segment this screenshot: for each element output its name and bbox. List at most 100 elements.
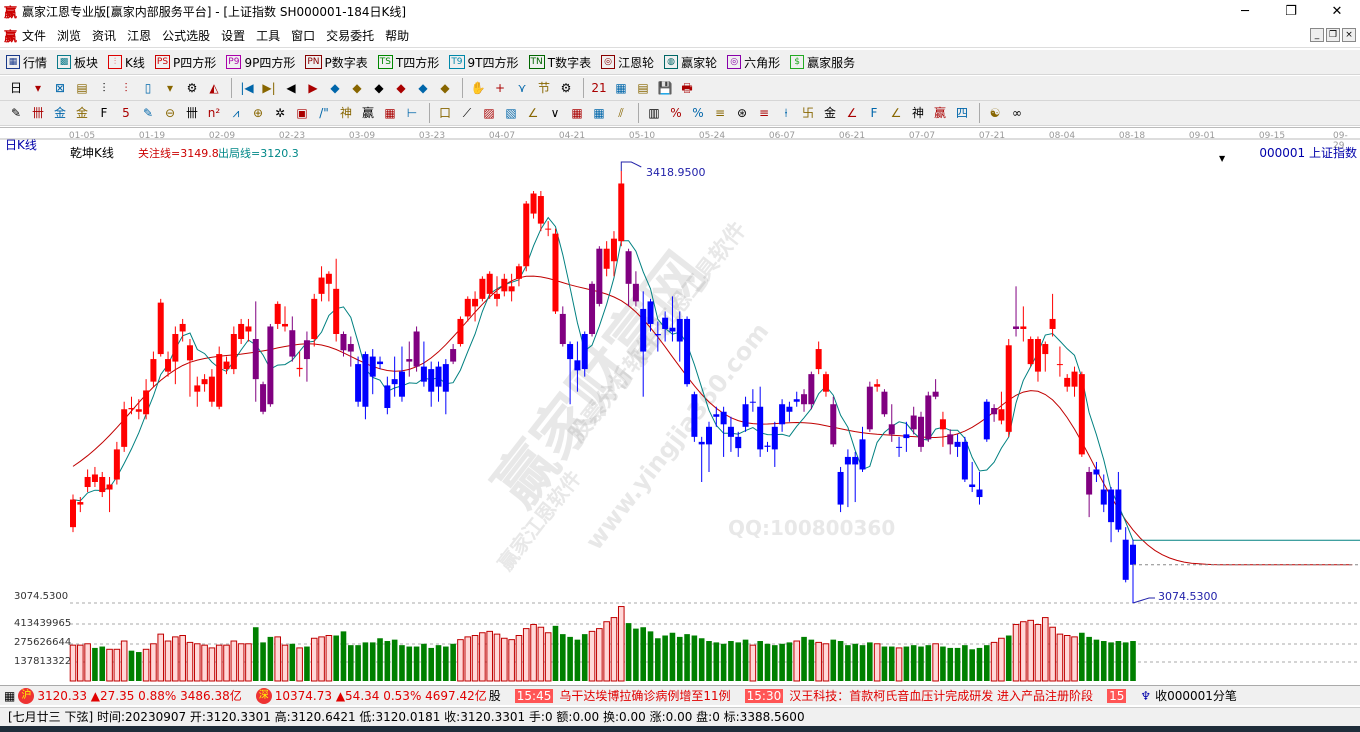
toolbar2-icon-25[interactable]: 21	[591, 81, 607, 95]
toolbar3-icon-26[interactable]: ▦	[593, 106, 605, 120]
toolbar3-icon-11[interactable]: ⊕	[252, 106, 264, 120]
toolbar2-icon-6[interactable]: ▯	[144, 81, 152, 95]
toolbar2-icon-4[interactable]: ⫶	[102, 81, 106, 95]
menu-item-3[interactable]: 江恩	[127, 29, 152, 43]
toolbar2-icon-21[interactable]: +	[494, 81, 506, 95]
toolbar3-icon-4[interactable]: F	[100, 106, 108, 120]
news-item-1[interactable]: 乌干达埃博拉确诊病例增至11例	[559, 689, 731, 703]
toolbar3-icon-7[interactable]: ⊖	[164, 106, 176, 120]
maximize-button[interactable]: ❐	[1285, 3, 1297, 19]
menu-item-4[interactable]: 公式选股	[162, 29, 211, 43]
toolbar2-icon-1[interactable]: ▾	[34, 81, 42, 95]
period-label[interactable]: 日K线	[5, 138, 37, 152]
toolbar-button-2[interactable]: ⫶ K线	[108, 54, 145, 71]
toolbar2-icon-12[interactable]: ◀	[286, 81, 296, 95]
toolbar3-icon-35[interactable]: 卐	[801, 106, 814, 120]
toolbar2-icon-9[interactable]: ◭	[209, 81, 219, 95]
toolbar3-icon-18[interactable]: ⊢	[406, 106, 418, 120]
toolbar3-icon-34[interactable]: ⍿	[784, 106, 788, 120]
toolbar-button-3[interactable]: PS P四方形	[154, 54, 216, 71]
toolbar3-icon-33[interactable]: ≡	[758, 106, 770, 120]
toolbar-button-1[interactable]: ▩ 板块	[57, 54, 98, 71]
menu-item-0[interactable]: 文件	[22, 29, 47, 43]
toolbar3-icon-20[interactable]: ⟋	[462, 106, 472, 120]
toolbar3-icon-29[interactable]: %	[670, 106, 682, 120]
kline-chart[interactable]: 01-05 01-19 02-09 02-23 03-09 03-23 04-07 04-21…	[0, 127, 1360, 683]
toolbar2-icon-8[interactable]: ⚙	[186, 81, 198, 95]
toolbar2-icon-23[interactable]: 节	[537, 81, 550, 95]
toolbar-button-10[interactable]: ◍ 赢家轮	[664, 54, 717, 71]
toolbar3-icon-0[interactable]: ✎	[10, 106, 22, 120]
dropdown-arrow-icon[interactable]: ▼	[1219, 154, 1226, 163]
menu-item-7[interactable]: 窗口	[291, 29, 316, 43]
toolbar-button-5[interactable]: PN P数字表	[305, 54, 368, 71]
toolbar3-icon-44[interactable]: ∞	[1012, 106, 1022, 120]
menu-item-5[interactable]: 设置	[221, 29, 246, 43]
toolbar-button-4[interactable]: P9 9P四方形	[226, 54, 295, 71]
toolbar3-icon-24[interactable]: ∨	[550, 106, 560, 120]
toolbar3-icon-30[interactable]: %	[692, 106, 704, 120]
toolbar3-icon-10[interactable]: ⩘	[232, 106, 240, 120]
toolbar3-icon-39[interactable]: ∠	[890, 106, 902, 120]
toolbar-button-12[interactable]: $ 赢家服务	[790, 54, 855, 71]
toolbar3-icon-19[interactable]: 口	[438, 106, 451, 120]
toolbar3-icon-12[interactable]: ✲	[274, 106, 286, 120]
toolbar2-icon-16[interactable]: ◆	[374, 81, 384, 95]
toolbar2-icon-5[interactable]: ⫶	[124, 81, 128, 95]
toolbar2-icon-17[interactable]: ◆	[396, 81, 406, 95]
toolbar3-icon-17[interactable]: ▦	[384, 106, 396, 120]
toolbar2-icon-27[interactable]: ▤	[637, 81, 649, 95]
toolbar3-icon-25[interactable]: ▦	[571, 106, 583, 120]
toolbar3-icon-27[interactable]: ⫽	[618, 106, 624, 120]
toolbar3-icon-13[interactable]: ▣	[296, 106, 308, 120]
toolbar3-icon-8[interactable]: 卌	[185, 106, 198, 120]
toolbar2-icon-29[interactable]: 🖶	[681, 81, 693, 95]
toolbar2-icon-11[interactable]: ▶|	[262, 81, 276, 95]
toolbar3-icon-14[interactable]: /"	[319, 106, 329, 120]
toolbar3-icon-5[interactable]: 5	[122, 106, 130, 120]
toolbar3-icon-28[interactable]: ▥	[648, 106, 660, 120]
toolbar2-icon-7[interactable]: ▾	[166, 81, 174, 95]
toolbar3-icon-38[interactable]: F	[870, 106, 878, 120]
toolbar2-icon-14[interactable]: ◆	[330, 81, 340, 95]
toolbar3-icon-23[interactable]: ∠	[527, 106, 539, 120]
toolbar3-icon-43[interactable]: ☯	[989, 106, 1001, 120]
toolbar2-icon-3[interactable]: ▤	[76, 81, 88, 95]
toolbar3-icon-15[interactable]: 神	[339, 106, 352, 120]
menu-item-2[interactable]: 资讯	[92, 29, 117, 43]
close-button[interactable]: ✕	[1331, 3, 1343, 19]
toolbar-button-0[interactable]: ▦ 行情	[6, 54, 47, 71]
toolbar3-icon-36[interactable]: 金	[823, 106, 836, 120]
toolbar2-icon-13[interactable]: ▶	[308, 81, 318, 95]
sh-quote[interactable]: 3120.33 ▲27.35 0.88% 3486.38亿	[37, 689, 242, 703]
toolbar3-icon-42[interactable]: 四	[955, 106, 968, 120]
toolbar2-icon-20[interactable]: ✋	[470, 81, 486, 95]
mdi-restore-button[interactable]: ❐	[1326, 28, 1340, 42]
toolbar3-icon-1[interactable]: 卌	[31, 106, 44, 120]
mdi-minimize-button[interactable]: _	[1310, 28, 1324, 42]
toolbar-button-7[interactable]: T9 9T四方形	[449, 54, 519, 71]
menu-item-9[interactable]: 帮助	[385, 29, 410, 43]
toolbar3-icon-3[interactable]: 金	[75, 106, 88, 120]
toolbar-button-9[interactable]: ◎ 江恩轮	[601, 54, 654, 71]
sz-quote[interactable]: 10374.73 ▲54.34 0.53% 4697.42亿	[274, 689, 487, 703]
minimize-button[interactable]: ─	[1241, 3, 1249, 19]
toolbar2-icon-24[interactable]: ⚙	[560, 81, 572, 95]
toolbar2-icon-2[interactable]: ⊠	[54, 81, 66, 95]
toolbar2-icon-10[interactable]: |◀	[240, 81, 254, 95]
tick-detail-label[interactable]: 收000001分笔	[1155, 689, 1237, 703]
toolbar2-icon-0[interactable]: 日	[9, 81, 22, 95]
toolbar-button-8[interactable]: TN T数字表	[528, 54, 591, 71]
toolbar3-icon-6[interactable]: ✎	[142, 106, 154, 120]
toolbar3-icon-31[interactable]: ≡	[714, 106, 726, 120]
toolbar2-icon-18[interactable]: ◆	[418, 81, 428, 95]
toolbar3-icon-21[interactable]: ▨	[483, 106, 495, 120]
toolbar3-icon-40[interactable]: 神	[911, 106, 924, 120]
toolbar-button-6[interactable]: TS T四方形	[377, 54, 439, 71]
toolbar-button-11[interactable]: ◎ 六角形	[727, 54, 780, 71]
toolbar3-icon-41[interactable]: 赢	[933, 106, 946, 120]
menu-item-8[interactable]: 交易委托	[326, 29, 375, 43]
toolbar3-icon-16[interactable]: 赢	[361, 106, 374, 120]
toolbar3-icon-37[interactable]: ∠	[846, 106, 858, 120]
toolbar3-icon-9[interactable]: n²	[207, 106, 221, 120]
